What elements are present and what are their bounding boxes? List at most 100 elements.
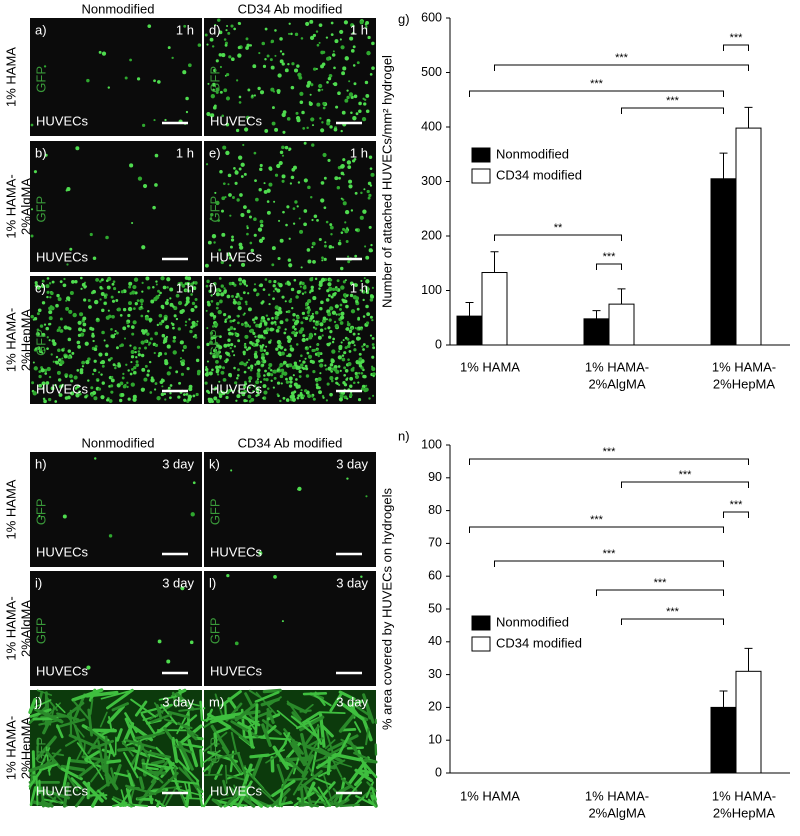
cell-fiber <box>211 798 223 808</box>
cell-fiber <box>338 732 351 756</box>
cell-dot <box>211 233 217 239</box>
cell-fiber <box>155 704 162 718</box>
cell-dot <box>160 392 165 397</box>
cell-dot <box>276 393 279 396</box>
cell-dot <box>343 351 347 355</box>
panel-label: b) <box>35 145 47 160</box>
cell-dot <box>157 289 160 293</box>
cell-dot <box>333 320 337 324</box>
cell-dot <box>357 372 361 375</box>
cell-dot <box>145 276 150 281</box>
x-tick-label: 2%HepMA <box>713 376 775 391</box>
cell-dot <box>328 245 333 249</box>
cell-dot <box>300 389 303 392</box>
significance-bracket <box>621 107 724 114</box>
cell-fiber <box>299 711 321 726</box>
cell-dot <box>84 341 89 346</box>
cell-dot <box>240 262 246 267</box>
cell-dot <box>337 355 342 360</box>
cell-dot <box>221 53 226 58</box>
cell-dot <box>65 296 71 301</box>
cell-fiber <box>89 698 94 716</box>
cell-dot <box>302 360 306 364</box>
cell-dot <box>258 188 262 192</box>
cell-fiber <box>154 799 165 807</box>
cell-dot <box>108 399 113 403</box>
cell-dot <box>309 19 314 24</box>
cell-dot <box>62 514 67 519</box>
cell-dot <box>346 337 350 341</box>
panel-label: c) <box>35 280 46 295</box>
cell-dot <box>358 101 362 106</box>
cell-dot <box>215 200 220 206</box>
cell-fiber <box>181 797 203 800</box>
cell-dot <box>95 277 100 282</box>
cell-dot <box>218 30 221 33</box>
cell-dot <box>172 350 177 355</box>
cell-fiber <box>113 772 130 778</box>
time-label: 1 h <box>350 280 368 295</box>
cell-dot <box>310 83 314 87</box>
cell-dot <box>52 360 55 363</box>
micrograph-background <box>204 18 376 136</box>
cell-dot <box>290 85 295 90</box>
cell-dot <box>175 317 179 321</box>
cell-dot <box>255 197 259 202</box>
cell-dot <box>321 88 324 91</box>
cell-dot <box>94 345 98 348</box>
cell-dot <box>241 279 247 284</box>
cell-fiber <box>106 688 134 710</box>
cell-dot <box>237 155 243 160</box>
cell-dot <box>303 141 307 145</box>
cell-dot <box>243 344 247 347</box>
cell-dot <box>285 380 290 384</box>
cell-dot <box>206 360 210 363</box>
cell-dot <box>157 639 162 644</box>
cell-dot <box>215 59 219 63</box>
cell-dot <box>112 363 116 367</box>
cell-dot <box>236 394 241 399</box>
cell-dot <box>317 377 322 382</box>
cell-dot <box>345 327 350 331</box>
cell-dot <box>194 305 198 309</box>
cell-fiber <box>176 758 200 782</box>
cell-dot <box>328 286 333 292</box>
cell-dot <box>369 167 373 170</box>
cell-dot <box>247 366 251 370</box>
cell-dot <box>362 298 365 302</box>
cell-dot <box>310 288 314 293</box>
cell-dot <box>216 373 220 376</box>
cell-dot <box>343 299 348 304</box>
cell-dot <box>32 391 37 396</box>
cell-dot <box>283 348 287 352</box>
cell-fiber <box>304 703 314 712</box>
cell-dot <box>278 282 283 288</box>
cell-dot <box>141 290 144 293</box>
cell-dot <box>282 130 286 134</box>
cell-dot <box>365 290 370 295</box>
cell-dot <box>338 397 343 402</box>
cell-dot <box>335 287 339 292</box>
cell-dot <box>209 37 214 42</box>
cell-dot <box>148 360 152 364</box>
cell-dot <box>227 173 232 178</box>
cell-dot <box>325 399 328 402</box>
cell-dot <box>222 182 226 186</box>
cell-dot <box>308 332 313 337</box>
cell-fiber <box>119 803 131 808</box>
cell-dot <box>44 153 48 157</box>
cell-dot <box>118 398 123 403</box>
cell-dot <box>265 345 268 348</box>
cell-dot <box>100 373 103 376</box>
cell-dot <box>88 305 92 309</box>
cell-dot <box>301 337 306 343</box>
cell-dot <box>266 200 270 203</box>
cell-dot <box>226 252 232 257</box>
cell-dot <box>149 337 153 341</box>
cell-label: HUVECs <box>210 783 263 798</box>
cell-dot <box>246 209 251 214</box>
cell-fiber <box>300 787 305 807</box>
cell-fiber <box>175 738 190 771</box>
cell-dot <box>123 337 127 340</box>
cell-fiber <box>318 711 346 715</box>
